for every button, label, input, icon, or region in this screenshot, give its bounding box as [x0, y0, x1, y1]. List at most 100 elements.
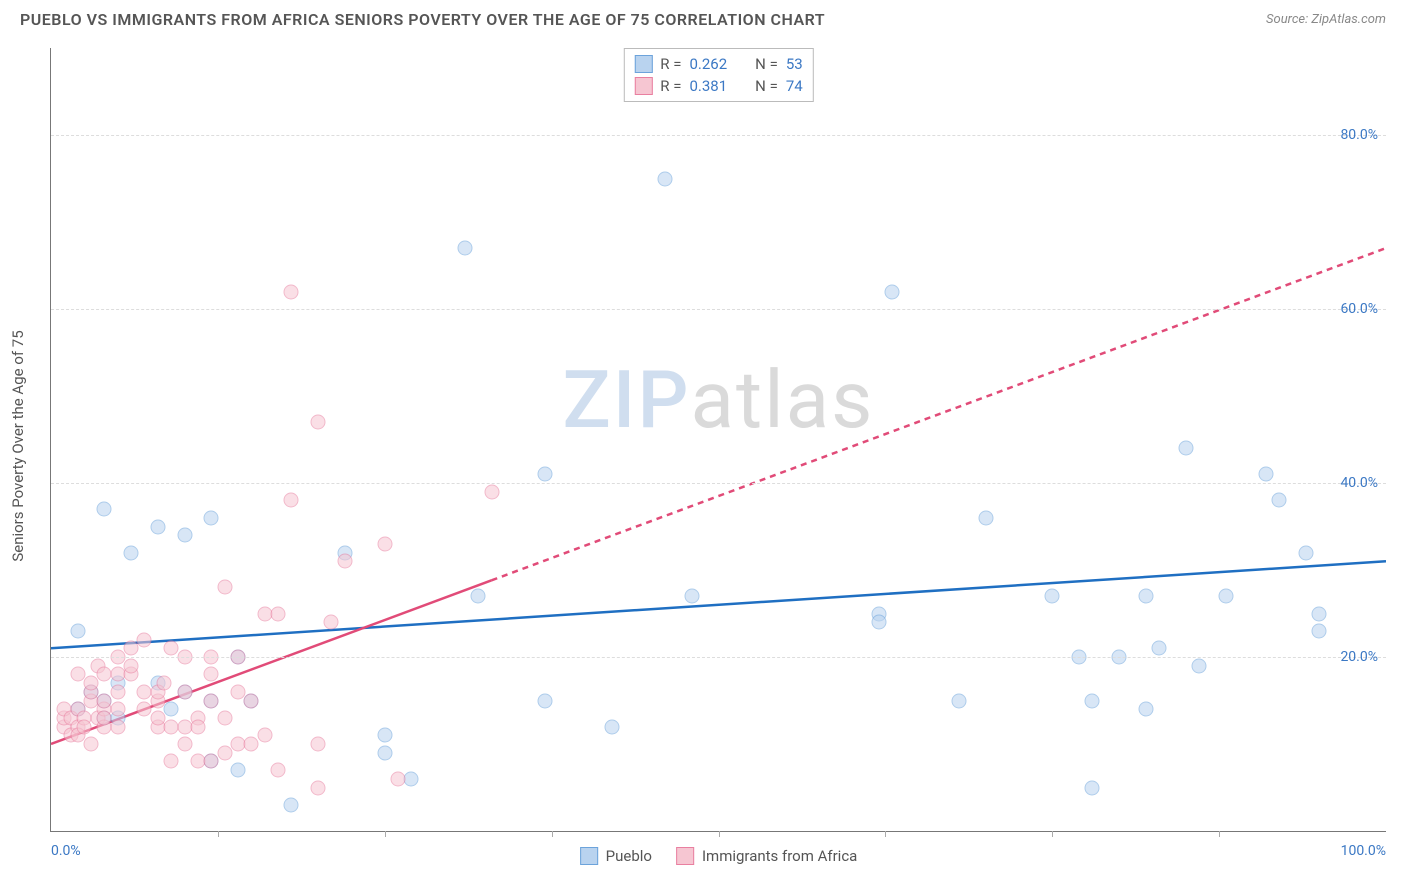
scatter-point	[124, 667, 139, 682]
scatter-point	[164, 719, 179, 734]
y-tick-label: 40.0%	[1340, 475, 1378, 491]
y-axis-label: Seniors Poverty Over the Age of 75	[9, 330, 27, 561]
scatter-point	[1312, 623, 1327, 638]
gridline	[51, 135, 1386, 136]
scatter-point	[97, 710, 112, 725]
scatter-point	[57, 710, 72, 725]
x-minor-tick	[719, 831, 720, 837]
correlation-legend: R =0.262N =53R =0.381N =74	[623, 48, 813, 102]
correlation-legend-row: R =0.381N =74	[634, 75, 802, 97]
correlation-legend-row: R =0.262N =53	[634, 53, 802, 75]
scatter-point	[110, 702, 125, 717]
scatter-point	[337, 554, 352, 569]
trend-line	[492, 248, 1386, 580]
scatter-point	[137, 684, 152, 699]
scatter-point	[137, 632, 152, 647]
scatter-point	[284, 797, 299, 812]
scatter-point	[230, 737, 245, 752]
scatter-point	[190, 754, 205, 769]
series-legend-item: Immigrants from Africa	[676, 847, 857, 865]
scatter-point	[177, 719, 192, 734]
scatter-point	[270, 606, 285, 621]
scatter-point	[150, 684, 165, 699]
series-legend: Pueblo Immigrants from Africa	[580, 847, 858, 865]
scatter-point	[337, 545, 352, 560]
r-value: 0.381	[689, 77, 727, 95]
x-minor-tick	[1219, 831, 1220, 837]
scatter-point	[204, 693, 219, 708]
scatter-point	[150, 519, 165, 534]
gridline	[51, 309, 1386, 310]
scatter-point	[377, 536, 392, 551]
scatter-point	[110, 684, 125, 699]
legend-swatch	[676, 847, 694, 865]
scatter-point	[217, 710, 232, 725]
n-label: N =	[755, 55, 778, 73]
scatter-point	[604, 719, 619, 734]
scatter-point	[244, 693, 259, 708]
scatter-point	[157, 676, 172, 691]
scatter-points-layer	[51, 48, 1386, 831]
x-minor-tick	[385, 831, 386, 837]
scatter-point	[257, 728, 272, 743]
gridline	[51, 483, 1386, 484]
scatter-point	[244, 693, 259, 708]
r-label: R =	[660, 55, 681, 73]
scatter-point	[1192, 658, 1207, 673]
y-tick-label: 20.0%	[1340, 649, 1378, 665]
scatter-point	[110, 667, 125, 682]
scatter-point	[484, 484, 499, 499]
scatter-point	[1138, 702, 1153, 717]
series-legend-label: Pueblo	[606, 847, 652, 865]
scatter-point	[164, 641, 179, 656]
chart-plot-area: ZIPatlas R =0.262N =53R =0.381N =74 Pueb…	[50, 48, 1386, 832]
scatter-point	[64, 728, 79, 743]
x-axis-max-label: 100.0%	[1341, 843, 1386, 859]
scatter-point	[110, 676, 125, 691]
scatter-point	[84, 684, 99, 699]
scatter-point	[217, 745, 232, 760]
n-value: 74	[786, 77, 803, 95]
legend-swatch	[580, 847, 598, 865]
scatter-point	[90, 710, 105, 725]
scatter-point	[164, 754, 179, 769]
scatter-point	[150, 710, 165, 725]
scatter-point	[284, 284, 299, 299]
scatter-point	[137, 702, 152, 717]
scatter-point	[391, 771, 406, 786]
source-attribution: Source: ZipAtlas.com	[1266, 12, 1386, 27]
scatter-point	[190, 719, 205, 734]
scatter-point	[97, 693, 112, 708]
legend-swatch	[634, 55, 652, 73]
scatter-point	[1312, 606, 1327, 621]
scatter-point	[57, 702, 72, 717]
trend-lines-layer	[51, 48, 1386, 831]
scatter-point	[124, 545, 139, 560]
scatter-point	[70, 719, 85, 734]
scatter-point	[70, 623, 85, 638]
watermark: ZIPatlas	[563, 353, 875, 447]
scatter-point	[684, 589, 699, 604]
scatter-point	[324, 615, 339, 630]
scatter-point	[1085, 693, 1100, 708]
scatter-point	[230, 684, 245, 699]
scatter-point	[177, 684, 192, 699]
scatter-point	[204, 693, 219, 708]
scatter-point	[57, 719, 72, 734]
scatter-point	[377, 745, 392, 760]
gridline	[51, 657, 1386, 658]
scatter-point	[471, 589, 486, 604]
scatter-point	[110, 719, 125, 734]
scatter-point	[204, 667, 219, 682]
scatter-point	[270, 763, 285, 778]
scatter-point	[150, 676, 165, 691]
scatter-point	[1218, 589, 1233, 604]
scatter-point	[177, 684, 192, 699]
scatter-point	[70, 667, 85, 682]
trend-line	[51, 580, 492, 744]
scatter-point	[84, 693, 99, 708]
trend-line	[51, 561, 1386, 648]
scatter-point	[124, 641, 139, 656]
x-minor-tick	[218, 831, 219, 837]
scatter-point	[1272, 493, 1287, 508]
